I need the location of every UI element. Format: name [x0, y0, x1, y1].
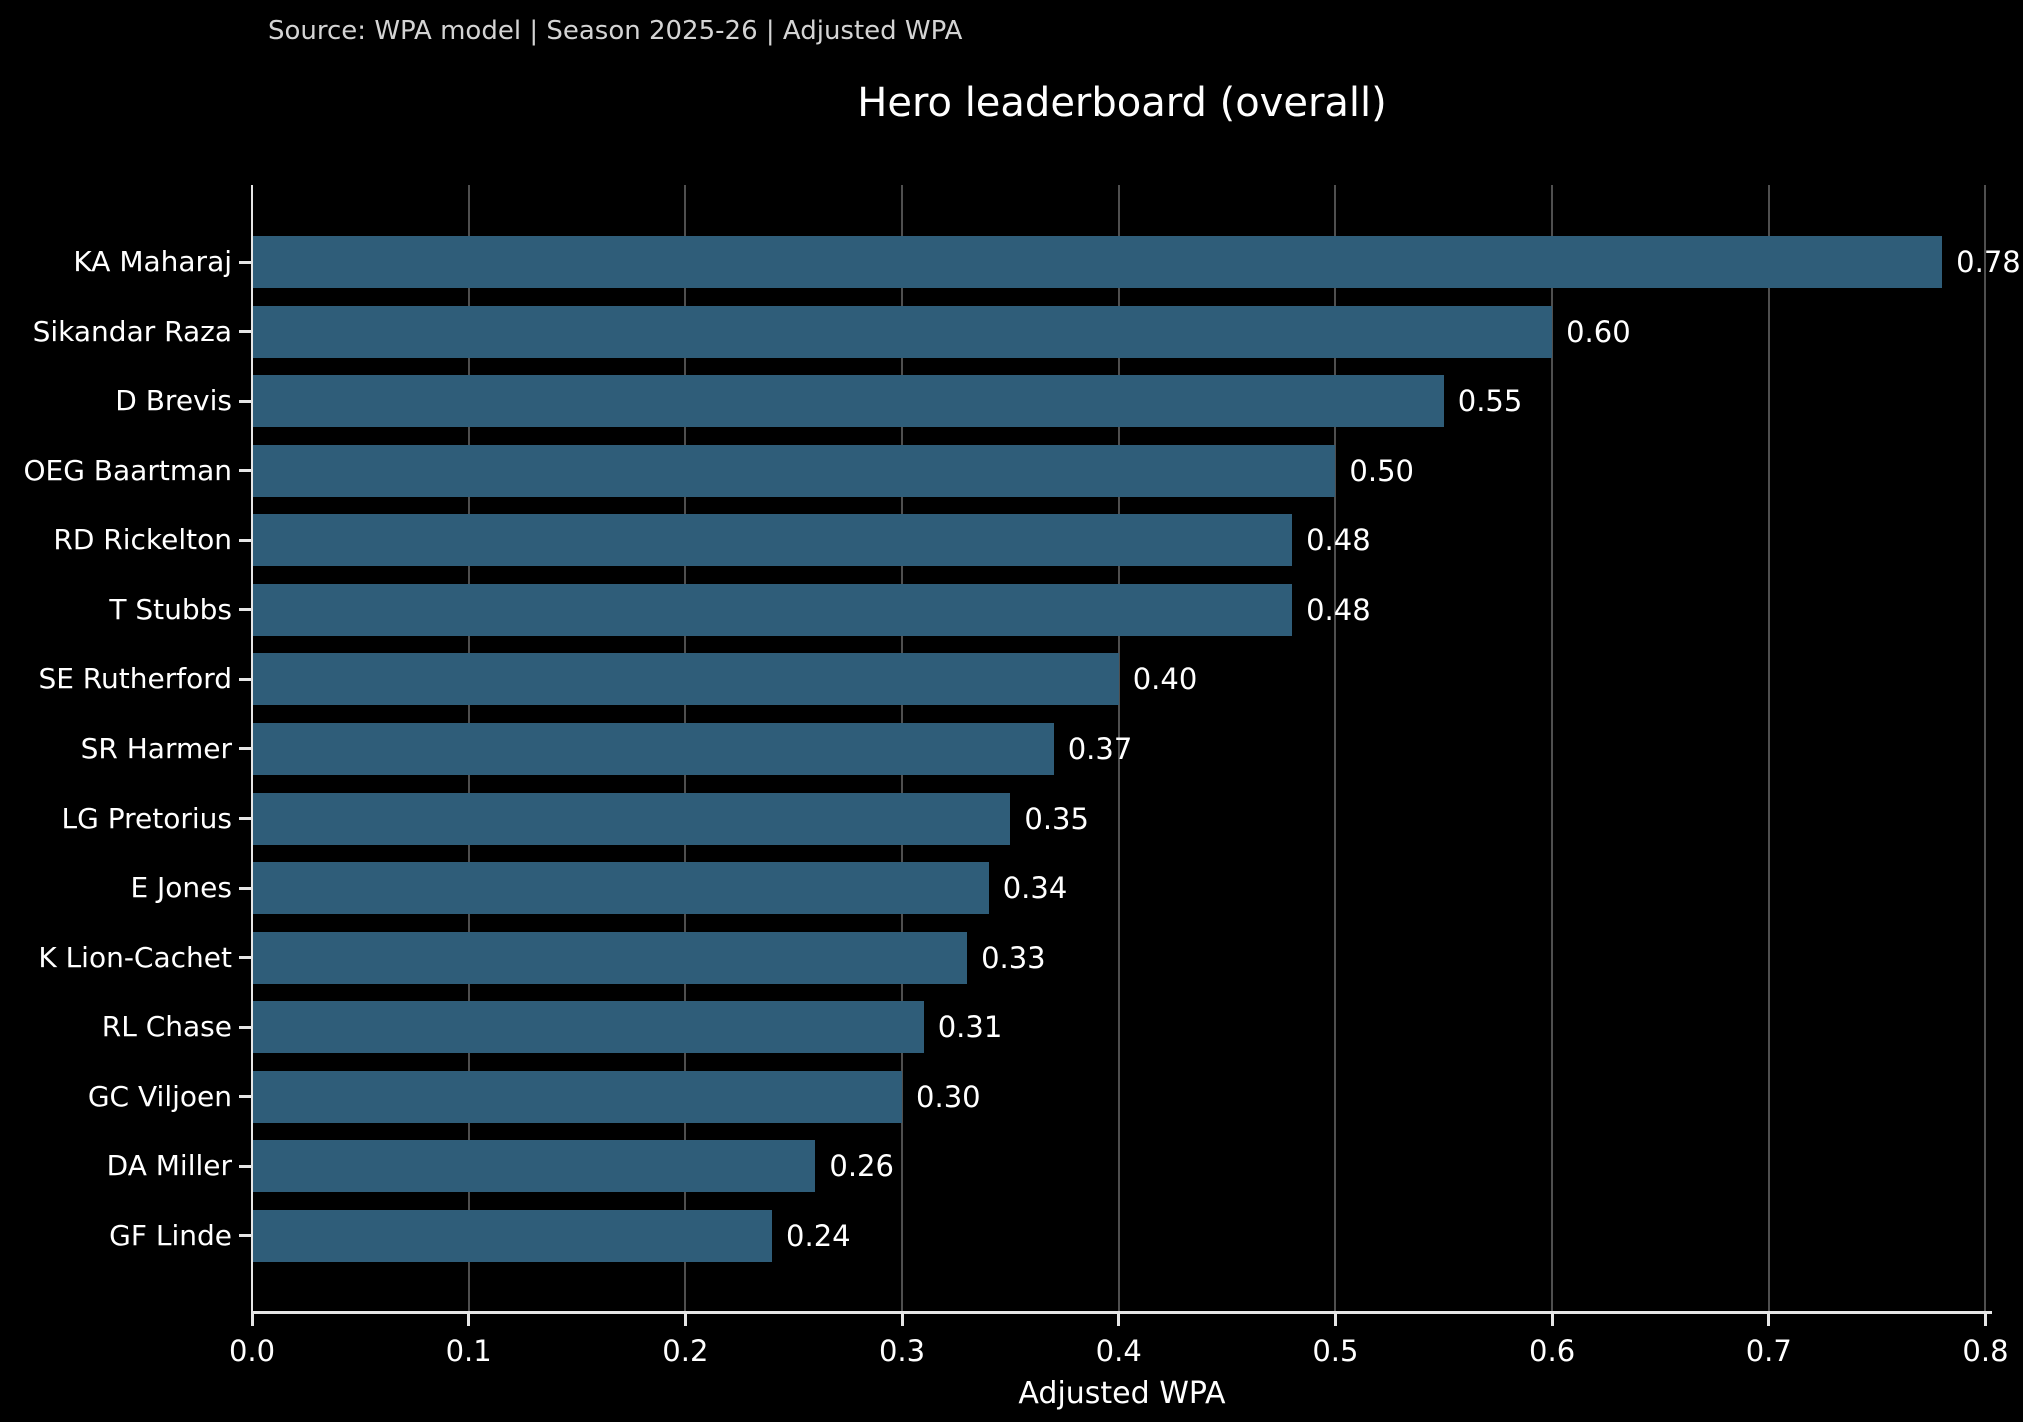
- bar-value-label: 0.37: [1067, 731, 1133, 766]
- bar: [252, 1209, 773, 1262]
- gridline: [1334, 185, 1337, 1312]
- gridline: [1767, 185, 1770, 1312]
- y-axis-label: E Jones: [130, 871, 232, 905]
- bar-value-label: 0.60: [1566, 314, 1631, 349]
- y-axis-labels-layer: KA Maharaj Sikandar Raza D Brevis OEG Baart…: [0, 185, 232, 1312]
- x-axis-title: Adjusted WPA: [1018, 1376, 1226, 1411]
- bar-value-label: 0.34: [1002, 871, 1068, 906]
- y-axis-label: SR Harmer: [80, 731, 232, 765]
- gridline: [1984, 185, 1987, 1312]
- y-tick-mark: [239, 956, 251, 960]
- bar-value-label: 0.40: [1132, 662, 1198, 697]
- source-note: Source: WPA model | Season 2025-26 | Adj…: [268, 16, 963, 46]
- y-axis-label: K Lion-Cachet: [38, 940, 232, 974]
- y-axis-label: GC Viljoen: [87, 1079, 232, 1113]
- x-tick-mark: [1333, 1313, 1337, 1326]
- y-axis-label: D Brevis: [115, 384, 232, 418]
- chart-title: Hero leaderboard (overall): [857, 80, 1387, 126]
- y-tick-mark: [239, 260, 251, 264]
- y-tick-mark: [239, 677, 251, 681]
- x-axis-ticks-layer: 0.0 0.1 0.2 0.3 0.4 0.5 0.6 0.7 0.8: [229, 1312, 2009, 1392]
- bar-value-label: 0.48: [1306, 523, 1371, 558]
- x-tick-mark: [250, 1313, 254, 1326]
- x-tick-mark: [1767, 1313, 1771, 1326]
- bar: [252, 931, 968, 984]
- y-axis-line: [251, 185, 253, 1312]
- bar-value-label: 0.55: [1457, 384, 1523, 419]
- x-tick-label: 0.4: [1095, 1334, 1142, 1368]
- y-axis-label: RD Rickelton: [53, 523, 232, 557]
- bar: [252, 305, 1553, 358]
- y-tick-mark: [239, 747, 251, 751]
- y-axis-label: T Stubbs: [109, 592, 232, 626]
- bar: [252, 862, 989, 915]
- bar-value-label: 0.26: [829, 1149, 894, 1184]
- bar: [252, 722, 1054, 775]
- x-tick-label: 0.1: [445, 1334, 492, 1368]
- bar-value-label: 0.33: [981, 940, 1046, 975]
- bar: [252, 236, 1943, 288]
- bar: [252, 653, 1119, 706]
- y-axis-label: SE Rutherford: [38, 662, 232, 696]
- y-tick-mark: [239, 330, 251, 334]
- bar-value-label: 0.31: [937, 1010, 1003, 1045]
- bar-value-label: 0.78: [1956, 245, 2021, 279]
- bar: [252, 375, 1444, 428]
- x-tick-label: 0.8: [1962, 1334, 2009, 1368]
- y-tick-mark: [239, 1025, 251, 1029]
- y-tick-mark: [239, 608, 251, 612]
- x-tick-mark: [900, 1313, 904, 1326]
- x-tick-mark: [1550, 1313, 1554, 1326]
- x-tick-mark: [467, 1313, 471, 1326]
- y-tick-mark: [239, 538, 251, 542]
- bar: [252, 792, 1011, 845]
- bar: [252, 444, 1336, 497]
- y-tick-mark: [239, 1095, 251, 1099]
- plot-area: 0.78 0.60 0.55 0.50 0.48 0.48 0.40 0.37 0.35 0.34…: [239, 185, 2021, 1314]
- x-tick-mark: [683, 1313, 687, 1326]
- bar: [252, 1001, 924, 1054]
- y-tick-mark: [239, 1164, 251, 1168]
- gridline: [1551, 185, 1554, 1312]
- y-tick-mark: [239, 469, 251, 473]
- y-axis-label: GF Linde: [109, 1218, 232, 1252]
- x-tick-label: 0.2: [662, 1334, 709, 1368]
- x-tick-mark: [1983, 1313, 1987, 1326]
- bar-value-label: 0.48: [1306, 592, 1371, 627]
- x-tick-label: 0.7: [1745, 1334, 1792, 1368]
- x-tick-label: 0.3: [878, 1334, 926, 1368]
- y-axis-label: OEG Baartman: [23, 453, 232, 487]
- y-tick-mark: [239, 886, 251, 890]
- y-axis-label: LG Pretorius: [61, 801, 232, 835]
- bar: [252, 514, 1293, 567]
- bar: [252, 583, 1293, 636]
- y-tick-mark: [239, 1234, 251, 1238]
- bar: [252, 1140, 816, 1193]
- bar-value-label: 0.50: [1349, 453, 1414, 488]
- bar: [252, 1070, 903, 1123]
- bar-value-label: 0.30: [916, 1079, 981, 1114]
- x-tick-mark: [1117, 1313, 1121, 1326]
- x-tick-label: 0.5: [1312, 1334, 1359, 1368]
- bar-value-label: 0.24: [786, 1218, 851, 1253]
- y-axis-label: DA Miller: [106, 1149, 232, 1183]
- gridline: [1117, 185, 1120, 1312]
- y-tick-mark: [239, 817, 251, 821]
- x-tick-label: 0.0: [228, 1334, 276, 1368]
- y-axis-label: Sikandar Raza: [32, 314, 232, 348]
- x-tick-label: 0.6: [1529, 1334, 1576, 1368]
- y-axis-label: KA Maharaj: [73, 245, 232, 278]
- x-axis-line: [251, 1311, 1992, 1314]
- y-tick-mark: [239, 399, 251, 403]
- bar-value-label: 0.35: [1024, 801, 1089, 836]
- y-axis-label: RL Chase: [101, 1010, 232, 1044]
